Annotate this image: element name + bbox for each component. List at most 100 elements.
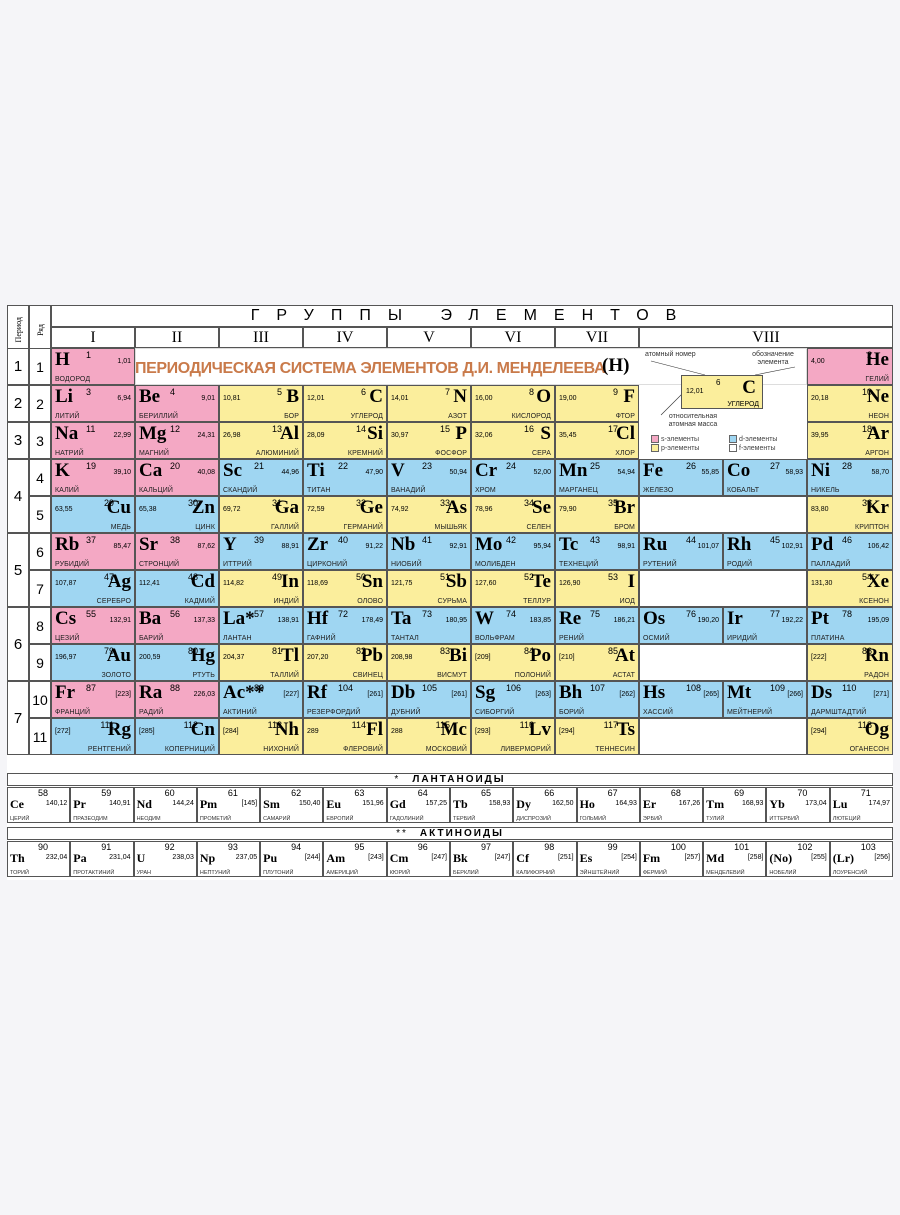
atomic-number: 81 — [271, 646, 282, 656]
atomic-number: 8 — [528, 387, 534, 397]
element-cell-as: As 33 74,92 МЫШЬЯК — [387, 496, 471, 533]
atomic-mass: 63,55 — [55, 506, 73, 513]
atomic-mass: 47,90 — [365, 469, 383, 476]
atomic-mass: 190,20 — [697, 617, 719, 624]
atomic-mass: [262] — [619, 691, 635, 698]
element-name: ЕВРОПИЙ — [326, 816, 354, 822]
element-symbol: Md — [706, 851, 725, 865]
f-element-cell: 67 Ho 164,93 ГОЛЬМИЙ — [576, 787, 640, 823]
element-symbol: Np — [199, 851, 216, 865]
element-name: ПРАЗЕОДИМ — [73, 816, 108, 822]
atomic-mass: 231,04 — [109, 854, 131, 861]
element-symbol: Ne — [866, 386, 889, 407]
group-header-5: V — [387, 327, 471, 348]
legend-mass-caption: относительная атомная масса — [668, 413, 718, 428]
element-symbol: Rf — [307, 682, 328, 703]
element-name: ТАЛЛИЙ — [270, 672, 299, 679]
element-name: УГЛЕРОД — [350, 413, 383, 420]
element-symbol: Tc — [559, 534, 579, 555]
legend-key-label: p-элементы — [661, 444, 700, 452]
atomic-mass: [258] — [747, 854, 764, 861]
atomic-mass: 92,91 — [449, 543, 467, 550]
element-cell-tl: Tl 81 204,37 ТАЛЛИЙ — [219, 644, 303, 681]
element-symbol: Ho — [579, 797, 595, 811]
element-name: ОГАНЕСОН — [849, 746, 889, 753]
element-cell-rh: Rh 45 102,91 РОДИЙ — [723, 533, 807, 570]
element-symbol: I — [627, 571, 635, 592]
element-symbol: La* — [223, 608, 255, 629]
atomic-number: 30 — [187, 498, 198, 508]
element-name: ТЕННЕСИН — [595, 746, 635, 753]
group-header-1: I — [51, 327, 135, 348]
atomic-number: 17 — [607, 424, 618, 434]
atomic-mass: 52,00 — [533, 469, 551, 476]
element-cell-ts: Ts 117 [294] ТЕННЕСИН — [555, 718, 639, 755]
element-name: КАДМИЙ — [184, 598, 215, 605]
atomic-mass: [243] — [368, 854, 384, 861]
atomic-number: 31 — [271, 498, 282, 508]
element-symbol: Bk — [453, 851, 468, 865]
atomic-number: 12 — [170, 424, 181, 434]
element-symbol: Fe — [643, 460, 664, 481]
atomic-mass: [222] — [811, 654, 827, 661]
atomic-mass: 6,94 — [117, 395, 131, 402]
legend-key-label: f-элементы — [739, 444, 776, 452]
legend-example-name: УГЛЕРОД — [727, 401, 759, 408]
atomic-mass: 232,04 — [45, 854, 68, 861]
element-symbol: V — [391, 460, 405, 481]
atomic-mass: [145] — [241, 800, 258, 807]
element-cell-tc: Tc 43 98,91 ТЕХНЕЦИЙ — [555, 533, 639, 570]
element-symbol: Rg — [107, 719, 131, 740]
atomic-mass: 40,08 — [197, 469, 215, 476]
element-cell-ta: Ta 73 180,95 ТАНТАЛ — [387, 607, 471, 644]
element-name: КАЛИЙ — [55, 487, 80, 494]
element-symbol: Cu — [106, 497, 131, 518]
legend-example-symbol: C — [742, 377, 756, 398]
f-element-cell: 102 (No) [255] НОБЕЛИЙ — [766, 841, 830, 877]
atomic-number: 54 — [861, 572, 872, 582]
atomic-number: 65 — [481, 788, 492, 798]
legend-key-1: s-элементы — [651, 435, 699, 443]
atomic-number: 60 — [164, 788, 175, 798]
atomic-mass: 164,93 — [615, 800, 637, 807]
atomic-mass: 140,12 — [45, 800, 68, 807]
element-cell-zn: Zn 30 65,38 ЦИНК — [135, 496, 219, 533]
element-symbol: P — [455, 423, 467, 444]
element-symbol: Sr — [139, 534, 158, 555]
element-symbol: Cn — [190, 719, 215, 740]
legend-key-label: d-элементы — [739, 435, 778, 443]
element-cell-be: Be 4 9,01 БЕРИЛЛИЙ — [135, 385, 219, 422]
lanthanides-title: * ЛАНТАНОИДЫ — [7, 773, 893, 786]
empty-cell — [639, 718, 807, 755]
atomic-number: 58 — [38, 788, 49, 798]
element-cell-mn: Mn 25 54,94 МАРГАНЕЦ — [555, 459, 639, 496]
atomic-mass: 85,47 — [113, 543, 131, 550]
element-name: ГЕРМАНИЙ — [343, 524, 383, 531]
element-symbol: Hf — [307, 608, 329, 629]
element-name: ЛИТИЙ — [55, 413, 80, 420]
atomic-number: 42 — [506, 535, 517, 545]
element-cell-fr: Fr 87 [223] ФРАНЦИЙ — [51, 681, 135, 718]
f-element-cell: 64 Gd 157,25 ГАДОЛИНИЙ — [386, 787, 450, 823]
f-element-cell: 61 Pm [145] ПРОМЕТИЙ — [196, 787, 261, 823]
atomic-number: 117 — [603, 720, 618, 730]
atomic-number: 11 — [86, 424, 96, 434]
atomic-mass: 150,40 — [299, 800, 321, 807]
atomic-mass: 288 — [391, 728, 403, 735]
element-name: ЛОУРЕНСИЙ — [832, 870, 868, 876]
element-name: МОСКОВИЙ — [425, 746, 467, 753]
element-symbol: Be — [139, 386, 161, 407]
element-cell-mg: Mg 12 24,31 МАГНИЙ — [135, 422, 219, 459]
atomic-number: 80 — [187, 646, 198, 656]
atomic-number: 97 — [481, 842, 492, 852]
element-cell-fe: Fe 26 55,85 ЖЕЛЕЗО — [639, 459, 723, 496]
element-name: МЕЙТНЕРИЙ — [727, 709, 773, 716]
f-element-cell: 91 Pa 231,04 ПРОТАКТИНИЙ — [70, 841, 134, 877]
element-name: БАРИЙ — [139, 635, 164, 642]
f-element-cell: 99 Es [254] ЭЙНШТЕЙНИЙ — [576, 841, 640, 877]
atomic-number: 13 — [271, 424, 282, 434]
element-symbol: Ta — [391, 608, 412, 629]
element-name: СЕЛЕН — [526, 524, 551, 531]
element-symbol: Rh — [727, 534, 752, 555]
atomic-number: 19 — [86, 461, 97, 471]
